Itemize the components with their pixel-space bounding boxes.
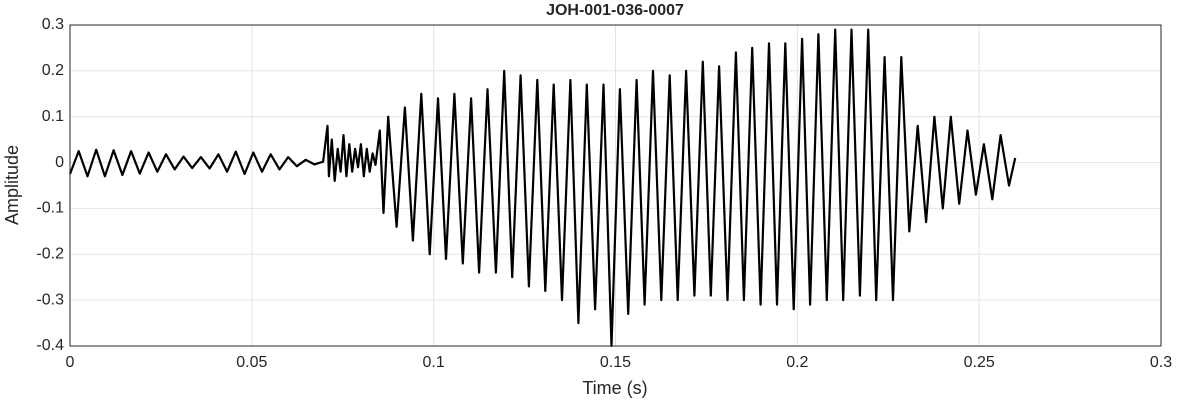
y-tick-label: 0 [55, 154, 64, 171]
plot-frame [69, 24, 1162, 347]
x-tick-label: 0.15 [600, 354, 631, 371]
y-tick-label: 0.1 [42, 108, 64, 125]
x-tick-label: 0 [66, 354, 75, 371]
y-tick-label: -0.2 [36, 246, 64, 263]
y-tick-label: -0.3 [36, 291, 64, 308]
y-tick-label: 0.3 [42, 16, 64, 33]
x-tick-label: 0.05 [236, 354, 267, 371]
y-tick-label: -0.4 [36, 337, 64, 354]
chart-title: JOH-001-036-0007 [546, 2, 684, 19]
x-tick-label: 0.3 [1150, 354, 1172, 371]
x-axis-label: Time (s) [582, 378, 647, 398]
y-tick-label: 0.2 [42, 62, 64, 79]
x-tick-label: 0.1 [423, 354, 445, 371]
waveform [68, 28, 1017, 348]
x-tick-label: 0.2 [786, 354, 808, 371]
y-axis-label: Amplitude [2, 145, 22, 225]
x-tick-label: 0.25 [964, 354, 995, 371]
y-tick-label: -0.1 [36, 200, 64, 217]
